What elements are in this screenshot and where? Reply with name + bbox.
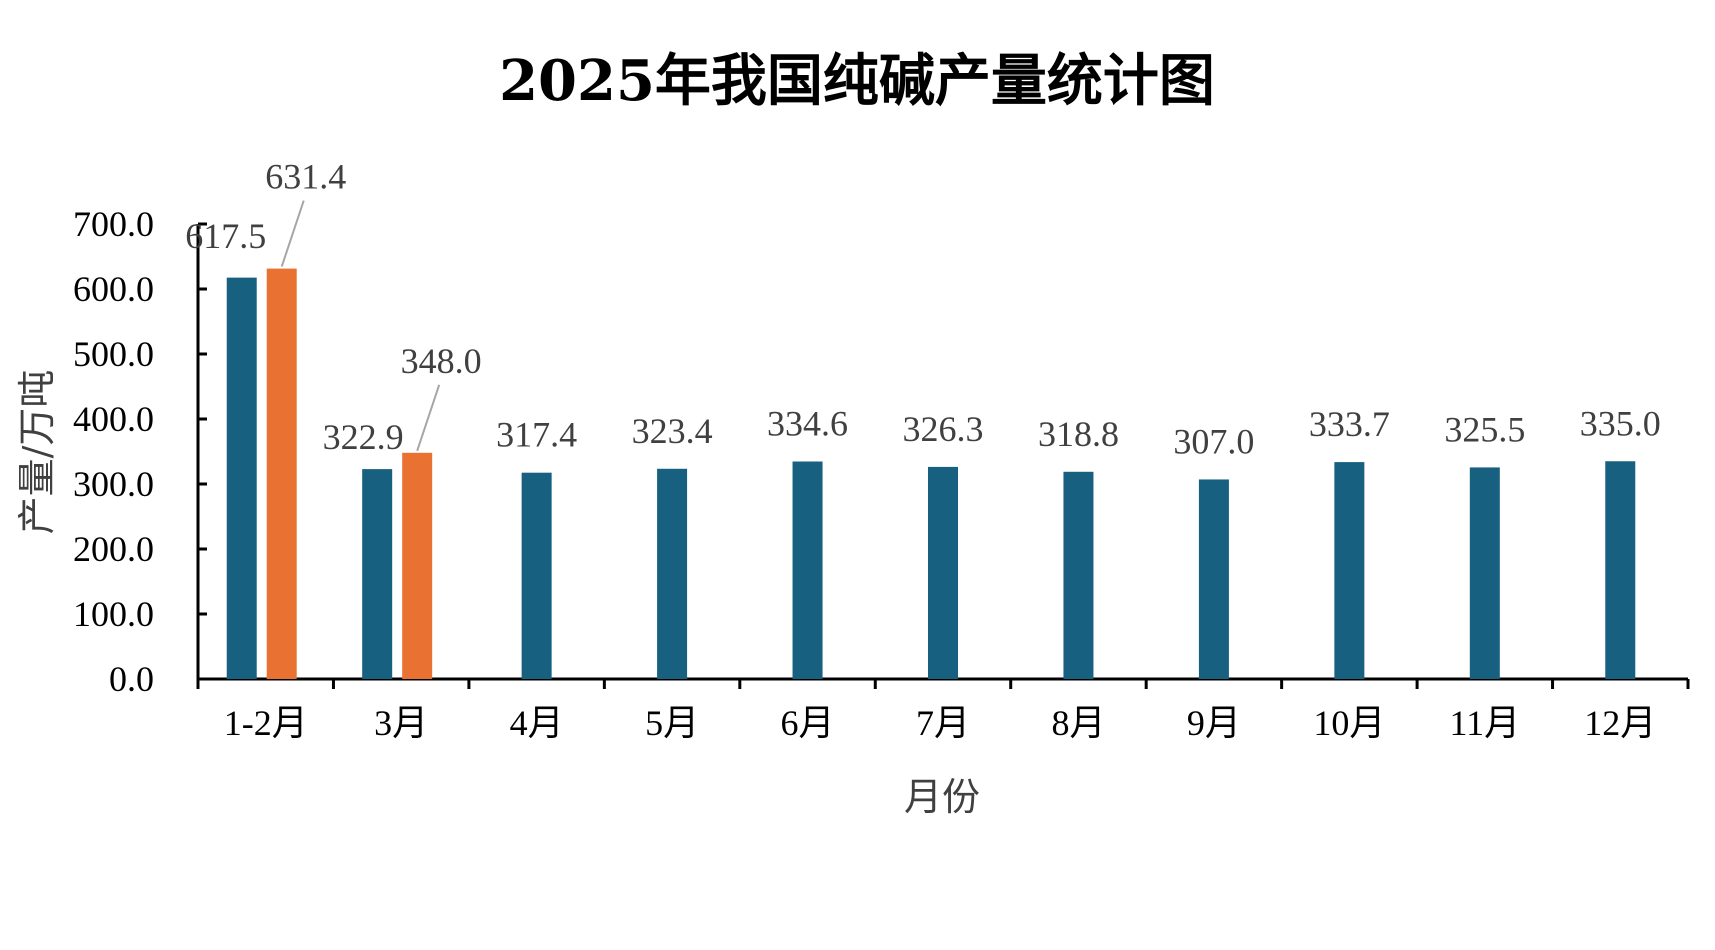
- bar-series1: [792, 461, 823, 679]
- bar-series1: [1334, 462, 1365, 679]
- x-tick-label: 10月: [1313, 703, 1385, 743]
- bar-series1: [521, 472, 552, 679]
- x-tick-label: 8月: [1051, 703, 1105, 743]
- data-label-series1: 307.0: [1173, 421, 1254, 461]
- y-tick-label: 300.0: [73, 464, 154, 504]
- y-tick-label: 100.0: [73, 594, 154, 634]
- data-label-series2: 348.0: [401, 341, 482, 381]
- bar-series2: [266, 268, 297, 679]
- data-label-series1: 326.3: [903, 409, 984, 449]
- y-axis-title: 产量/万吨: [15, 370, 59, 535]
- bar-series1: [1198, 479, 1229, 679]
- y-tick-label: 700.0: [73, 204, 154, 244]
- y-tick-label: 500.0: [73, 334, 154, 374]
- data-label-series2: 631.4: [265, 157, 346, 197]
- bar-series1: [226, 277, 257, 679]
- bar-series1: [657, 468, 688, 679]
- x-tick-label: 11月: [1449, 703, 1520, 743]
- bar-series2: [402, 452, 433, 679]
- bar-series1: [928, 466, 958, 679]
- plot-area: 0.0 100.0 200.0 300.0 400.0 500.0 600.0 700.0 1-…: [73, 157, 1690, 743]
- data-label-series1: 322.9: [323, 417, 404, 457]
- x-tick-label: 9月: [1187, 703, 1241, 743]
- x-tick-label: 1-2月: [224, 703, 308, 743]
- x-tick-label: 12月: [1584, 703, 1656, 743]
- x-tick-label: 6月: [781, 703, 835, 743]
- data-label-series1: 333.7: [1309, 404, 1390, 444]
- x-tick-label: 7月: [916, 703, 970, 743]
- y-tick-label: 400.0: [73, 399, 154, 439]
- data-label-series1: 617.5: [185, 216, 266, 256]
- bar-series1: [1605, 461, 1636, 679]
- x-tick-label: 4月: [510, 703, 564, 743]
- data-label-series1: 317.4: [496, 415, 577, 455]
- y-tick-label: 600.0: [73, 269, 154, 309]
- leader-line: [280, 200, 305, 267]
- y-tick-label: 200.0: [73, 529, 154, 569]
- x-tick-label: 5月: [645, 703, 699, 743]
- bar-series1: [362, 469, 393, 679]
- x-axis-title: 月份: [904, 775, 980, 819]
- data-label-series1: 334.6: [767, 404, 848, 444]
- y-tick-label: 0.0: [109, 659, 154, 699]
- bar-series1: [1063, 471, 1094, 679]
- leader-line: [416, 384, 441, 452]
- data-label-series1: 325.5: [1444, 409, 1525, 449]
- data-label-series1: 323.4: [632, 411, 713, 451]
- bar-series1: [1469, 467, 1500, 679]
- x-tick-label: 3月: [374, 703, 428, 743]
- data-label-series1: 335.0: [1580, 403, 1661, 443]
- data-label-series1: 318.8: [1038, 414, 1119, 454]
- chart-title: 2025年我国纯碱产量统计图: [499, 48, 1215, 114]
